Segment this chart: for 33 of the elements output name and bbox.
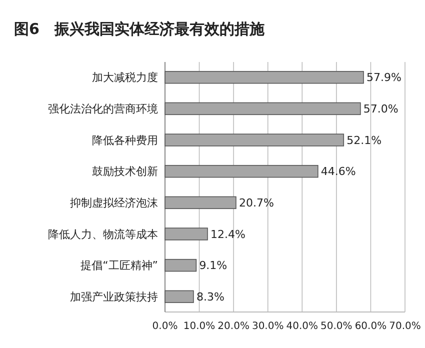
bar	[164, 228, 208, 240]
y-tick-label: 加强产业政策扶持	[70, 290, 158, 304]
x-tick-label: 10.0%	[183, 321, 216, 332]
bar	[164, 196, 236, 210]
x-tick-label: 60.0%	[354, 321, 387, 332]
chart-title: 图6 振兴我国实体经济最有效的措施	[14, 20, 266, 38]
y-tick-label: 加大减税力度	[92, 71, 158, 84]
data-label: 44.6%	[320, 165, 356, 178]
bar	[164, 290, 194, 303]
x-tick-label: 20.0%	[218, 321, 250, 332]
y-tick-label: 强化法治化的营商环境	[48, 102, 158, 116]
x-tick-label: 30.0%	[252, 321, 284, 332]
y-tick-label: 提倡“工匠精神”	[80, 259, 158, 272]
y-tick-label: 抑制虚拟经济泡沫	[70, 196, 158, 210]
x-tick-label: 50.0%	[320, 321, 352, 332]
data-label: 57.0%	[363, 102, 398, 116]
bar	[164, 258, 197, 272]
y-tick-label: 鼓励技术创新	[92, 165, 158, 178]
data-label: 8.3%	[196, 290, 224, 304]
bar	[164, 102, 361, 116]
y-tick-label: 降低人力、物流等成本	[48, 228, 158, 241]
data-label: 12.4%	[210, 228, 246, 241]
bar	[164, 134, 344, 146]
x-tick-label: 40.0%	[286, 321, 318, 332]
data-label: 57.9%	[366, 71, 402, 84]
y-tick-label: 降低各种费用	[92, 134, 158, 147]
bar	[164, 164, 318, 178]
data-label: 52.1%	[346, 134, 382, 147]
x-tick-label: 70.0%	[389, 321, 421, 332]
data-label: 20.7%	[238, 196, 274, 210]
data-label: 9.1%	[199, 259, 228, 272]
x-tick-label: 0.0%	[152, 321, 178, 332]
bar	[164, 71, 364, 84]
